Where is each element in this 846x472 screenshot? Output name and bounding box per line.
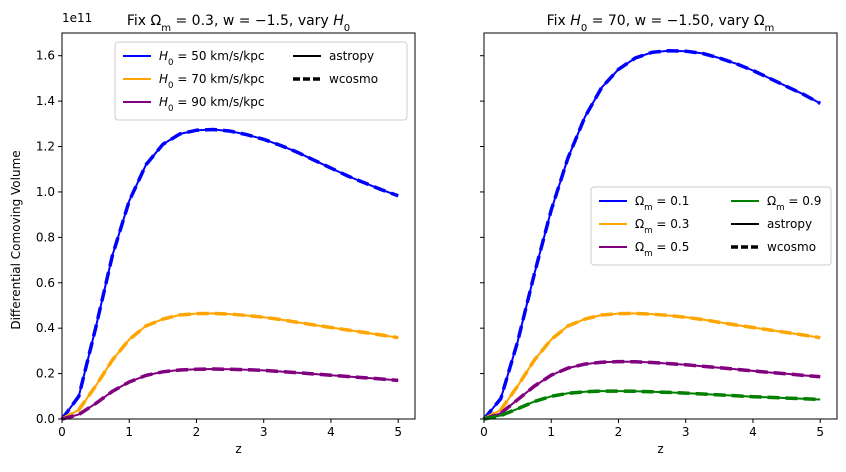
chart-title: Fix H0 = 70, w = −1.50, vary Ωm [547,13,775,34]
x-tick-label: 3 [260,425,268,439]
legend-box [114,41,408,121]
x-tick-label: 5 [816,425,824,439]
y-tick-label: 0.4 [36,321,55,335]
y-tick-label: 0.2 [36,367,55,381]
x-tick-label: 1 [125,425,133,439]
x-tick-label: 4 [327,425,335,439]
right-plot-panel: Fix H0 = 70, w = −1.50, vary Ωm 0 1 2 3 4 5 z Ωm… [480,13,838,456]
legend-label: wcosmo [329,72,378,86]
x-tick-label: 2 [193,425,201,439]
left-plot-panel: Fix Ωm = 0.3, w = −1.5, vary H0 0 1 2 3 4 5 0.0… [36,13,416,456]
x-axis-label: z [235,442,241,456]
y-tick-label: 0.8 [36,230,55,244]
y-axis-label: Differential Comoving Volume [9,150,23,329]
series-line-wcosmo [61,367,399,421]
y-tick-label: 1.6 [36,49,55,63]
chart-title: Fix Ωm = 0.3, w = −1.5, vary H0 [127,13,350,34]
series-line-wcosmo [482,48,822,421]
legend-label: Ωm = 0.9 [767,194,821,213]
legend-label: H0 = 90 km/s/kpc [159,95,264,114]
series-line-astropy [483,390,821,420]
x-tick-label: 5 [394,425,402,439]
legend-label: Ωm = 0.1 [635,194,689,213]
y-tick-label: 1.4 [36,94,55,108]
y-scale-label: 1e11 [62,11,92,25]
series-line-wcosmo [483,389,821,421]
y-tick-label: 0.6 [36,276,55,290]
legend: Ωm = 0.1 Ωm = 0.3 Ωm = 0.5 Ωm = 0.9 astropy w… [590,186,832,266]
x-tick-label: 0 [480,425,488,439]
x-tick-label: 4 [749,425,757,439]
y-tick-label: 1.2 [36,140,55,154]
series-line-wcosmo [483,359,821,421]
y-tick-label: 0.0 [36,412,55,426]
axes-frame [61,32,416,420]
legend-label: wcosmo [767,240,816,254]
legend-label: Ωm = 0.3 [635,217,689,236]
legend: H0 = 50 km/s/kpc H0 = 70 km/s/kpc H0 = 90 … [114,41,408,121]
legend-box [590,186,832,266]
x-tick-label: 3 [682,425,690,439]
axes-frame [483,32,838,420]
legend-label: H0 = 50 km/s/kpc [159,49,264,68]
series-line-wcosmo [483,311,821,421]
series-line-wcosmo [61,311,399,421]
x-tick-label: 2 [615,425,623,439]
legend-label: H0 = 70 km/s/kpc [159,72,264,91]
x-tick-label: 0 [58,425,66,439]
x-tick-label: 1 [547,425,555,439]
legend-label: astropy [329,49,374,63]
legend-label: astropy [767,217,812,231]
y-tick-label: 1.0 [36,185,55,199]
x-axis-label: z [657,442,663,456]
legend-label: Ωm = 0.5 [635,240,689,259]
series-line-wcosmo [60,127,399,421]
